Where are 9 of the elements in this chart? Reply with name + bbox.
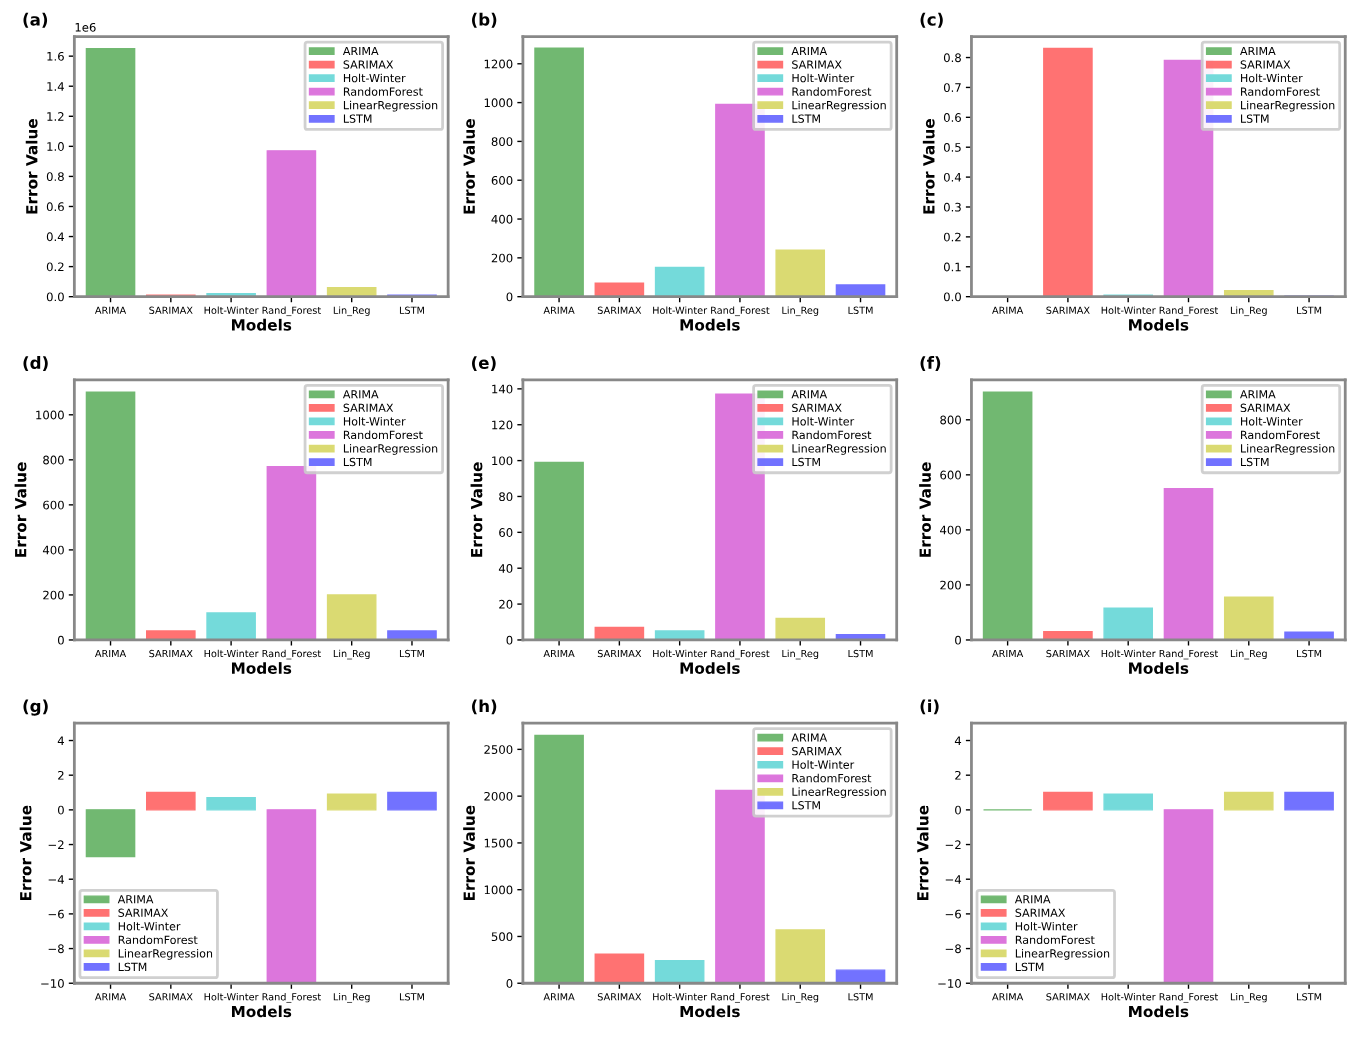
chart-title: (c) — [920, 12, 943, 28]
chart-title: (f) — [920, 356, 941, 371]
chart-title: (e) — [472, 356, 496, 371]
chart-title: (i) — [920, 699, 939, 715]
chart-title: (g) — [23, 699, 48, 716]
chart-title: (b) — [472, 12, 497, 28]
chart-title: (h) — [472, 699, 497, 715]
chart-title: (d) — [23, 356, 48, 371]
chart-title: (a) — [23, 12, 48, 28]
